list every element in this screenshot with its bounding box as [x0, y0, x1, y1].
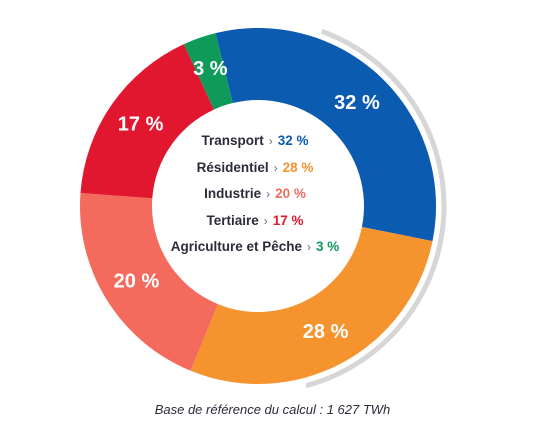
chevron-right-icon: › — [273, 160, 278, 175]
legend-entry: Agriculture et Pêche › 3 % — [171, 234, 340, 261]
legend-entry-name: Industrie — [204, 186, 262, 201]
chevron-right-icon: › — [307, 240, 312, 254]
slice-value-label: 32 % — [334, 92, 380, 114]
legend-entry-value: 20 % — [275, 186, 306, 201]
slice-industrie — [80, 192, 218, 371]
slice-agriculture — [183, 33, 233, 110]
center-legend: Transport › 32 % Résidentiel › 28 % Industrie ›… — [150, 128, 360, 261]
slice-residentiel — [190, 226, 433, 385]
legend-entry-name: Tertiaire — [206, 212, 259, 228]
donut-shadow-arc — [305, 28, 447, 389]
slice-transport — [215, 27, 437, 242]
legend-entry-value: 32 % — [277, 133, 309, 148]
chevron-right-icon: › — [263, 213, 268, 228]
legend-entry: Transport › 32 % — [201, 128, 308, 155]
donut-slices — [80, 27, 437, 385]
legend-entry: Tertiaire › 17 % — [206, 208, 303, 235]
legend-entry-value: 28 % — [282, 159, 314, 175]
slice-value-label: 17 % — [118, 113, 164, 135]
legend-entry-name: Résidentiel — [196, 159, 269, 175]
legend-entry: Industrie › 20 % — [204, 181, 306, 208]
chart-caption: Base de référence du calcul : 1 627 TWh — [154, 402, 391, 417]
slice-value-label: 3 % — [193, 58, 228, 80]
chevron-right-icon: › — [266, 187, 271, 201]
legend-entry-value: 17 % — [272, 212, 304, 228]
legend-entry-name: Agriculture et Pêche — [170, 239, 303, 254]
legend-entry-name: Transport — [201, 133, 264, 148]
slice-value-label: 20 % — [114, 270, 160, 292]
legend-entry-value: 3 % — [316, 239, 340, 254]
slice-tertiaire — [80, 44, 214, 199]
chevron-right-icon: › — [268, 134, 273, 148]
slice-value-label: 28 % — [303, 321, 349, 343]
legend-entry: Résidentiel › 28 % — [197, 155, 314, 182]
donut-value-labels: 32 % 28 % 20 % 17 % 3 % — [114, 58, 380, 343]
